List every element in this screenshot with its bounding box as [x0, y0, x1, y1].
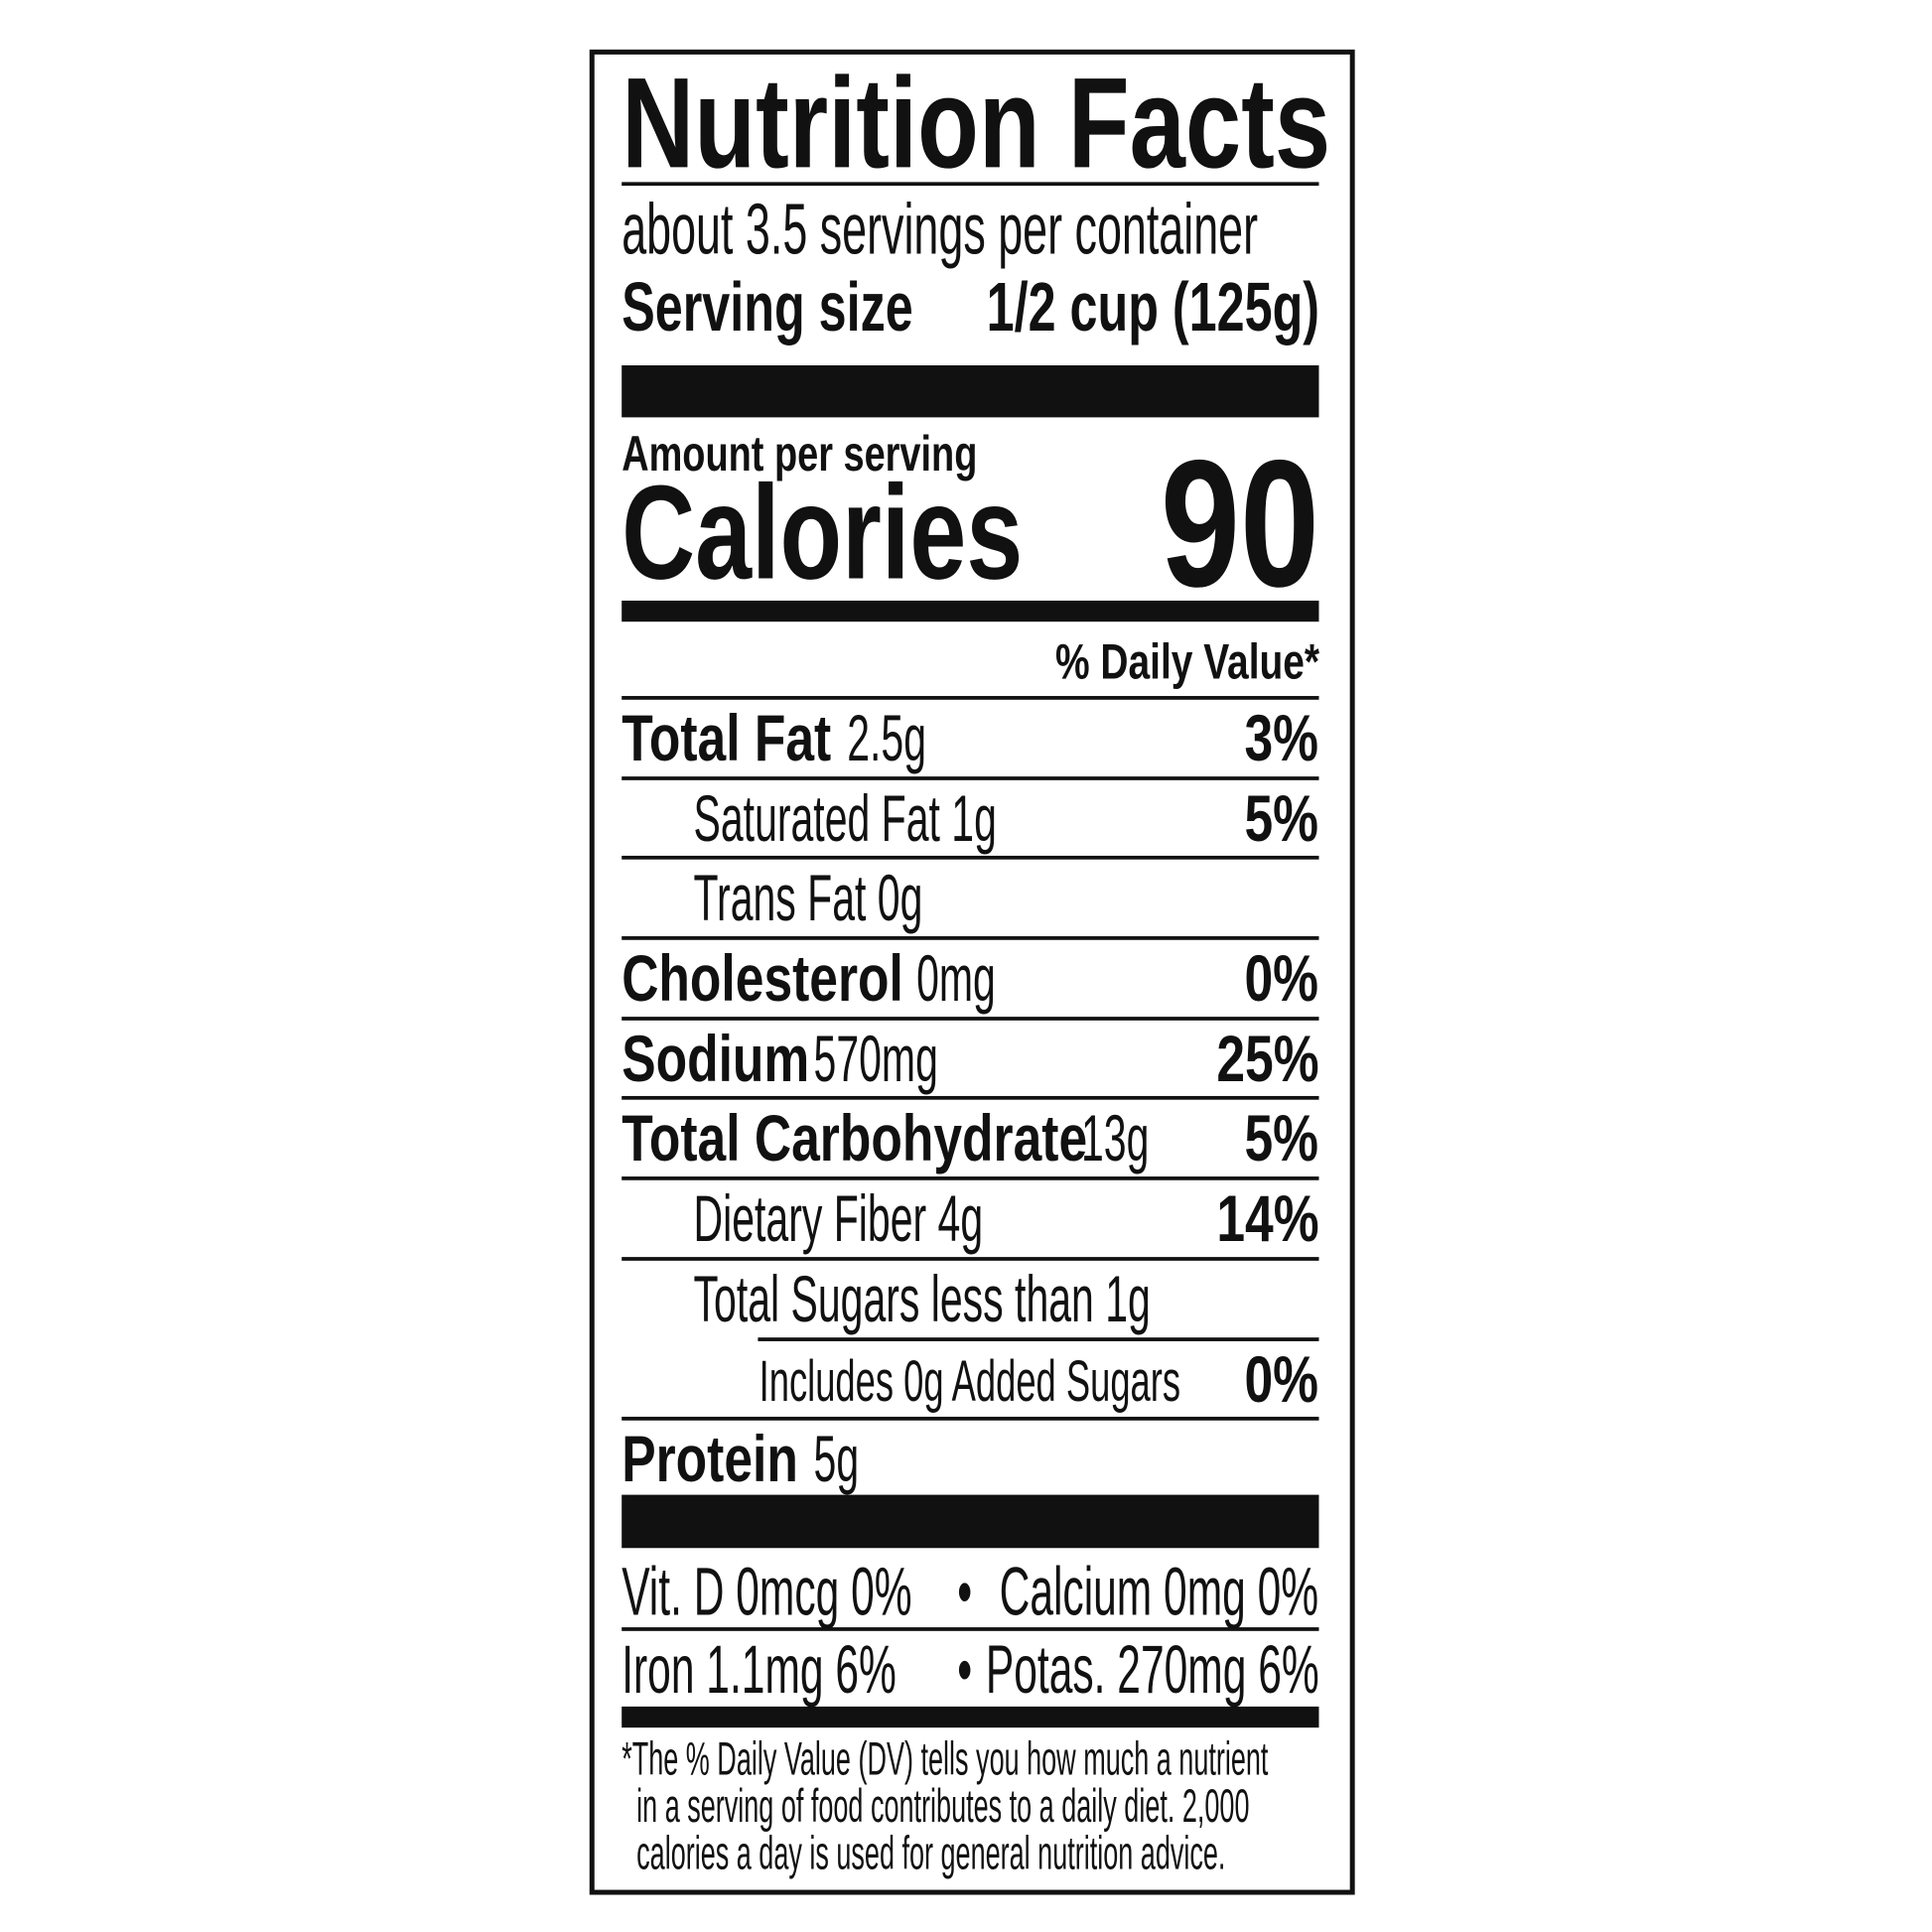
nutrient-name: Protein: [621, 1423, 798, 1496]
divider: [621, 855, 1319, 860]
footnote-line: in a serving of food contributes to a da…: [636, 1780, 1250, 1834]
medium-divider: [621, 1706, 1319, 1728]
divider: [621, 696, 1319, 700]
calories-value: 90: [1160, 422, 1319, 624]
serving-size-label: Serving size: [621, 267, 913, 346]
divider: [621, 776, 1319, 780]
nutrient-name: Total Carbohydrate: [621, 1102, 1088, 1175]
nutrient-amount: 570mg: [813, 1023, 938, 1096]
nutrient-amount: 2.5g: [847, 702, 927, 775]
thick-divider: [621, 364, 1319, 418]
divider: [621, 1095, 1319, 1100]
footnote-line: calories a day is used for general nutri…: [636, 1828, 1226, 1880]
bullet-icon: •: [957, 1553, 973, 1630]
nutrient-name: Trans Fat 0g: [693, 862, 923, 935]
label-border: [589, 49, 1355, 1895]
divider: [621, 1176, 1319, 1180]
calories-label: Calories: [621, 457, 1024, 608]
iron: Iron 1.1mg 6%: [621, 1630, 897, 1709]
nutrient-name: Total Sugars less than 1g: [693, 1263, 1151, 1336]
footnote-line: *The % Daily Value (DV) tells you how mu…: [621, 1733, 1269, 1786]
divider: [621, 1627, 1319, 1631]
servings-per-container: about 3.5 servings per container: [621, 189, 1259, 270]
amount-per-serving: Amount per serving: [621, 427, 978, 483]
serving-size-value: 1/2 cup (125g): [986, 267, 1319, 346]
nutrient-dv: 5%: [1244, 1102, 1319, 1175]
nutrient-name: Sodium: [621, 1023, 810, 1096]
divider: [621, 936, 1319, 940]
divider: [621, 182, 1319, 187]
calcium: Calcium 0mg 0%: [999, 1553, 1319, 1630]
nutrient-name: Cholesterol: [621, 942, 903, 1016]
nutrient-amount: 13g: [1080, 1102, 1150, 1175]
vitamin-d: Vit. D 0mcg 0%: [621, 1553, 912, 1630]
nutrient-dv: 0%: [1244, 1343, 1319, 1418]
potassium: Potas. 270mg 6%: [985, 1630, 1319, 1709]
nutrient-dv: 14%: [1216, 1182, 1319, 1256]
nutrient-dv: 5%: [1244, 782, 1319, 856]
divider: [621, 1417, 1319, 1421]
nutrient-name: Dietary Fiber 4g: [693, 1182, 984, 1256]
nutrient-name: Saturated Fat 1g: [693, 782, 997, 856]
daily-value-header: % Daily Value*: [1054, 634, 1319, 690]
divider: [621, 1257, 1319, 1261]
medium-divider: [621, 600, 1319, 622]
nutrient-amount: 0mg: [916, 942, 996, 1016]
nutrient-name: Includes 0g Added Sugars: [759, 1347, 1181, 1414]
nutrient-name: Total Fat: [621, 702, 832, 775]
thick-divider: [621, 1494, 1319, 1549]
nutrient-dv: 25%: [1216, 1023, 1319, 1096]
nutrient-amount: 5g: [813, 1423, 860, 1496]
nutrient-dv: 0%: [1244, 942, 1319, 1016]
divider: [758, 1337, 1319, 1341]
nutrient-dv: 3%: [1244, 702, 1319, 775]
label-title: Nutrition Facts: [621, 52, 1331, 197]
divider: [621, 1017, 1319, 1021]
bullet-icon: •: [957, 1630, 973, 1709]
